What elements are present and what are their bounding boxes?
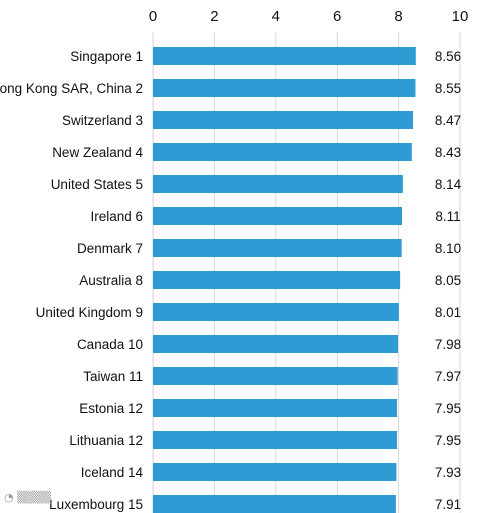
bar <box>153 271 401 289</box>
bar <box>153 431 398 449</box>
bar <box>153 463 397 481</box>
bar <box>153 79 416 97</box>
bar <box>153 399 398 417</box>
bar <box>153 143 412 161</box>
category-label: Luxembourg 15 <box>49 497 143 512</box>
x-axis-ticks: 0 2 4 6 8 10 <box>149 8 469 25</box>
value-label: 8.01 <box>435 305 461 320</box>
value-label: 8.56 <box>435 49 461 64</box>
value-label: 8.11 <box>435 209 460 224</box>
value-label: 7.93 <box>435 465 461 480</box>
category-label: United Kingdom 9 <box>36 305 143 320</box>
bar <box>153 335 398 353</box>
category-label: Denmark 7 <box>77 241 143 256</box>
category-label: Australia 8 <box>79 273 143 288</box>
bars <box>153 47 416 513</box>
value-label: 7.97 <box>435 369 461 384</box>
value-label: 8.14 <box>435 177 462 192</box>
category-label: Estonia 12 <box>79 401 143 416</box>
category-label: New Zealand 4 <box>52 145 143 160</box>
x-tick-label: 8 <box>394 8 402 25</box>
x-tick-label: 0 <box>149 8 157 25</box>
category-label: United States 5 <box>51 177 143 192</box>
bar <box>153 303 399 321</box>
category-label: Hong Kong SAR, China 2 <box>0 81 143 96</box>
category-labels: Singapore 1 Hong Kong SAR, China 2 Switzer… <box>0 49 143 512</box>
value-label: 8.47 <box>435 113 461 128</box>
category-label: Taiwan 11 <box>83 369 143 384</box>
category-label: Switzerland 3 <box>62 113 143 128</box>
watermark-logo: ◔ ▒▒▒▒ <box>4 491 51 504</box>
x-tick-label: 2 <box>210 8 218 25</box>
category-label: Iceland 14 <box>81 465 144 480</box>
x-tick-label: 6 <box>333 8 341 25</box>
bar <box>153 367 398 385</box>
x-tick-label: 4 <box>272 8 280 25</box>
value-label: 7.95 <box>435 433 461 448</box>
value-label: 7.91 <box>435 497 461 512</box>
value-label: 7.98 <box>435 337 461 352</box>
bar <box>153 175 403 193</box>
bar <box>153 47 416 65</box>
value-label: 8.43 <box>435 145 461 160</box>
value-label: 7.95 <box>435 401 461 416</box>
value-labels: 8.56 8.55 8.47 8.43 8.14 8.11 8.10 8.05 8.01 7.98… <box>435 49 462 512</box>
bar <box>153 239 402 257</box>
x-tick-label: 10 <box>452 8 469 25</box>
value-label: 8.10 <box>435 241 461 256</box>
bar <box>153 111 414 129</box>
category-label: Canada 10 <box>77 337 143 352</box>
bar <box>153 207 402 225</box>
value-label: 8.05 <box>435 273 461 288</box>
category-label: Lithuania 12 <box>69 433 143 448</box>
category-label: Singapore 1 <box>70 49 143 64</box>
category-label: Ireland 6 <box>90 209 143 224</box>
value-label: 8.55 <box>435 81 461 96</box>
bar <box>153 495 396 513</box>
